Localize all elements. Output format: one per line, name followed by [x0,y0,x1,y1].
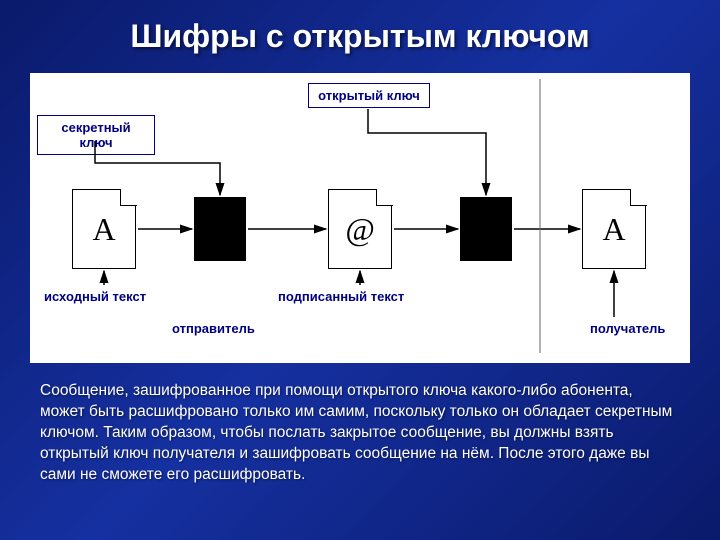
public-key-label: открытый ключ [318,88,420,103]
secret-key-box: секретный ключ [37,115,155,155]
decrypt-box [460,197,512,261]
source-document: A [72,189,136,269]
source-text-label: исходный текст [44,289,146,304]
receiver-label: получатель [590,321,665,336]
secret-key-label: секретный ключ [61,120,130,150]
public-key-box: открытый ключ [308,83,430,108]
encrypt-box [194,197,246,261]
source-glyph: A [92,211,115,248]
signed-document: @ [328,189,392,269]
slide-caption: Сообщение, зашифрованное при помощи откр… [0,363,720,486]
slide-title: Шифры с открытым ключом [0,0,720,55]
result-glyph: A [602,211,625,248]
signed-glyph: @ [345,211,374,248]
signed-text-label: подписанный текст [278,289,404,304]
result-document: A [582,189,646,269]
diagram-area: секретный ключ открытый ключ A @ A исход… [30,73,690,363]
arrow-public-key-to-dec [368,109,486,195]
sender-label: отправитель [172,321,255,336]
